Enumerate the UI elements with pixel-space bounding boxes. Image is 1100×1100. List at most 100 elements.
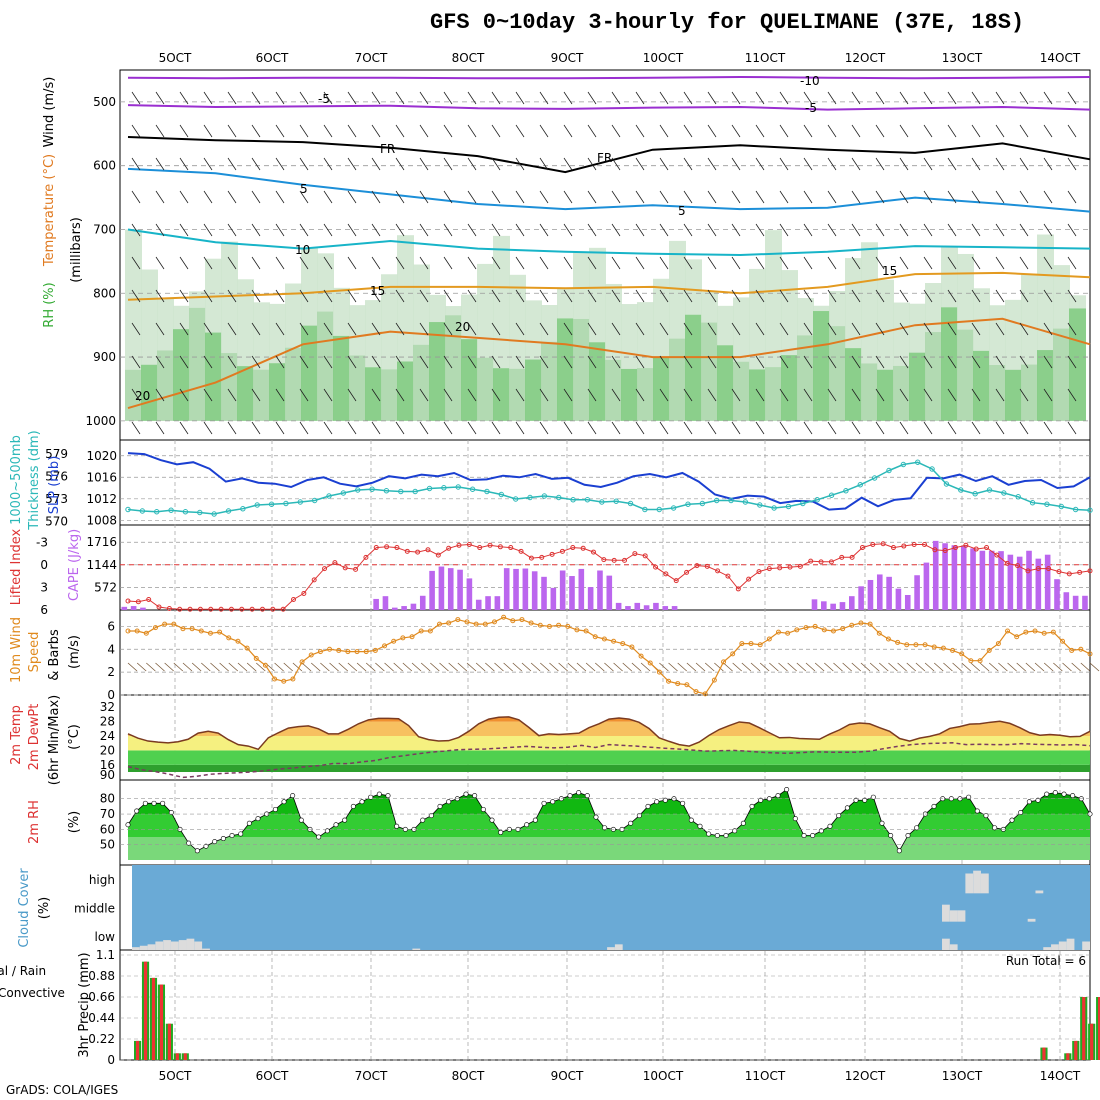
wind10-barb — [430, 662, 440, 672]
wind-barb — [707, 256, 717, 270]
li-point — [1035, 566, 1041, 572]
cape-bar — [634, 602, 641, 610]
rh-point — [394, 823, 400, 829]
wind-barb — [947, 355, 957, 369]
cape-bar — [550, 587, 557, 610]
rh-shade — [333, 335, 350, 421]
wind-barb — [563, 355, 573, 369]
li-point — [435, 552, 441, 558]
wind-barb — [995, 157, 1005, 171]
rh-point — [576, 790, 582, 796]
wind-barb — [539, 256, 549, 270]
wind-axis-label: Wind (m/s) — [42, 77, 57, 148]
rh-tick-label: 50 — [100, 838, 115, 852]
cape-bar — [849, 596, 855, 610]
wind-barb — [179, 388, 189, 402]
cape-bar — [858, 586, 864, 610]
li-point — [177, 606, 183, 612]
rh-shade — [141, 364, 158, 421]
cloud-bar-low — [155, 941, 164, 950]
wind10-barb — [237, 662, 248, 672]
li-point — [1015, 563, 1021, 569]
rh-point — [246, 820, 252, 826]
wind10-barb — [576, 662, 587, 672]
wind10-barb — [933, 662, 944, 672]
wind-speed-point — [510, 618, 516, 624]
wind-barb — [587, 91, 597, 105]
wind-barb — [155, 124, 165, 138]
wind-barb — [155, 256, 165, 270]
cloud-bar-low — [202, 948, 210, 950]
cape-bar — [466, 578, 473, 610]
li-point — [518, 548, 524, 554]
wind-barb — [923, 355, 933, 369]
wind-barb — [491, 388, 501, 402]
rh-shade — [301, 325, 318, 421]
wind-barb — [683, 289, 693, 303]
wind-barb — [299, 421, 309, 435]
wind10-barb — [292, 662, 303, 672]
wind-barb — [995, 355, 1005, 369]
wind-barb — [203, 322, 213, 336]
cape-bar — [839, 602, 846, 610]
wind10-barb — [915, 662, 926, 672]
wind-barb — [179, 421, 189, 435]
wind-barb — [419, 388, 429, 402]
wind-barb — [779, 223, 789, 237]
cape-bar — [811, 599, 818, 610]
rh-point — [480, 806, 486, 812]
wind-barb — [443, 190, 453, 204]
thickness-point — [972, 491, 978, 497]
wind-barb — [827, 322, 837, 336]
wind-speed-point — [1069, 647, 1075, 653]
wind10-barb — [411, 662, 422, 672]
cape-bar — [429, 570, 435, 610]
wind-barb — [923, 322, 933, 336]
precip-label-a: Total / Rain — [0, 964, 46, 978]
wind-speed-point — [418, 628, 424, 634]
wind-barb — [515, 421, 525, 435]
pressure-tick-label: 900 — [93, 350, 116, 364]
wind-barb — [635, 355, 645, 369]
wind-speed-point — [959, 651, 965, 657]
wind-barb — [539, 91, 549, 105]
li-point — [787, 564, 793, 570]
wind10-barb — [375, 662, 385, 672]
wind-barb — [251, 388, 261, 402]
thickness-point — [498, 491, 505, 498]
wind-barb — [251, 124, 261, 138]
slp-tick-label: 1016 — [86, 470, 117, 484]
li-point — [301, 590, 307, 596]
wind-barb — [539, 388, 549, 402]
wind-barb — [419, 91, 429, 105]
rh-point — [593, 814, 599, 820]
cape-bar — [970, 548, 976, 610]
wind10-barb — [787, 662, 797, 672]
wind-speed-point — [171, 621, 177, 627]
cloud-background — [132, 865, 1090, 950]
wind10-barb — [338, 662, 348, 672]
rh-shade — [365, 367, 382, 421]
wind10-barb — [210, 662, 220, 672]
wind-speed-point — [757, 642, 763, 648]
temp-tick-label: 16 — [100, 758, 115, 772]
wind10-label-c: & Barbs — [47, 629, 62, 681]
cape-bar — [886, 576, 892, 610]
wind-barb — [275, 421, 285, 435]
wind-barb — [299, 91, 309, 105]
thickness-point — [857, 482, 863, 488]
wind-barb — [275, 256, 285, 270]
wind-barb — [779, 256, 789, 270]
wind-speed-point — [1050, 629, 1056, 635]
wind-barb — [1043, 355, 1053, 369]
wind-barb — [803, 124, 813, 138]
wind-barb — [827, 124, 837, 138]
wind-barb — [515, 388, 525, 402]
cape-bar — [625, 606, 631, 610]
wind-barb — [443, 388, 453, 402]
cloud-bar-low — [412, 948, 421, 950]
wind-barb — [323, 421, 333, 435]
thickness-point — [225, 508, 232, 514]
wind10-barb — [420, 662, 431, 672]
cloud-bar-low — [607, 947, 615, 950]
